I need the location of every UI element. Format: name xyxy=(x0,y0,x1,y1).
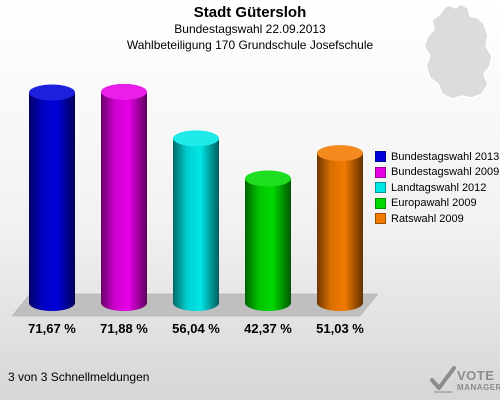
legend-swatch xyxy=(375,182,386,194)
value-label-4: 42,37 % xyxy=(244,321,292,336)
bar-1 xyxy=(29,84,75,311)
legend-item-2: Bundestagswahl 2009 xyxy=(375,165,499,181)
bar-2 xyxy=(101,83,147,311)
vote-manager-logo: VOTE MANAGER xyxy=(430,364,500,396)
legend-item-1: Bundestagswahl 2013 xyxy=(375,149,499,165)
legend-swatch xyxy=(375,151,386,163)
value-label-3: 56,04 % xyxy=(172,321,220,336)
legend-label: Landtagswahl 2012 xyxy=(391,181,487,194)
chart-title: Stadt Gütersloh xyxy=(193,4,307,21)
chart-subtitle: Bundestagswahl 22.09.2013 xyxy=(174,22,326,36)
footer-note: 3 von 3 Schnellmeldungen xyxy=(8,370,150,384)
legend-swatch xyxy=(375,213,386,225)
legend-label: Europawahl 2009 xyxy=(391,197,477,210)
value-label-2: 71,88 % xyxy=(100,321,148,336)
legend-label: Bundestagswahl 2013 xyxy=(391,150,500,163)
logo-text-vote: VOTE xyxy=(457,368,495,383)
value-label-5: 51,03 % xyxy=(316,321,364,336)
chart-subtitle-location: Wahlbeteiligung 170 Grundschule Josefsch… xyxy=(126,38,374,52)
legend-label: Bundestagswahl 2009 xyxy=(391,166,500,179)
logo-text-manager: MANAGER xyxy=(457,383,500,392)
chart-legend: Bundestagswahl 2013 Bundestagswahl 2009 La… xyxy=(375,149,499,227)
legend-label: Ratswahl 2009 xyxy=(391,212,464,225)
legend-item-3: Landtagswahl 2012 xyxy=(375,180,499,196)
legend-swatch xyxy=(375,166,386,178)
bar-4 xyxy=(245,170,291,311)
bar-3 xyxy=(173,130,219,311)
legend-item-4: Europawahl 2009 xyxy=(375,196,499,212)
vote-manager-logo-icon xyxy=(430,366,456,393)
legend-swatch xyxy=(375,197,386,209)
germany-map-icon xyxy=(423,3,493,100)
value-label-1: 71,67 % xyxy=(28,321,76,336)
legend-item-5: Ratswahl 2009 xyxy=(375,211,499,227)
bar-5 xyxy=(317,145,363,311)
